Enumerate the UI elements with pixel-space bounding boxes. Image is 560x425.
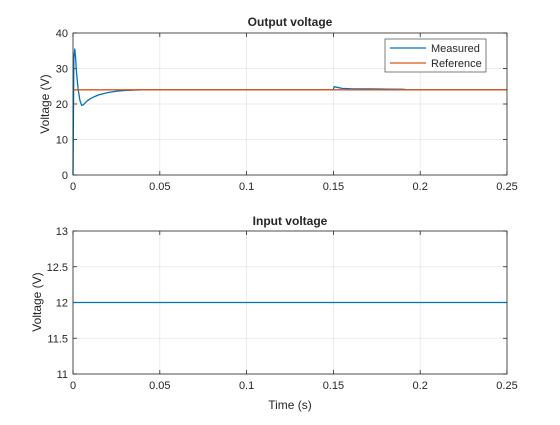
axes-box — [72, 32, 508, 176]
x-tick-label: 0.2 — [413, 181, 428, 193]
x-tick-label: 0.05 — [149, 380, 170, 392]
y-tick-label: 11.5 — [47, 333, 68, 345]
y-tick-label: 40 — [56, 28, 68, 40]
tick-labels: 0 0.05 0.1 0.15 0.2 0.25 0 10 20 30 40 — [56, 28, 518, 193]
x-tick-label: 0.15 — [323, 181, 344, 193]
x-tick-label: 0.15 — [323, 380, 344, 392]
x-axis-label: Time (s) — [268, 398, 312, 412]
x-tick-label: 0.25 — [496, 380, 517, 392]
legend: Measured Reference — [384, 38, 487, 73]
y-axis-label: Voltage (V) — [38, 74, 52, 133]
y-axis-label: Voltage (V) — [30, 272, 44, 331]
y-tick-label: 13 — [56, 226, 68, 238]
x-tick-label: 0.2 — [413, 380, 428, 392]
axes-box — [72, 230, 508, 375]
x-tick-label: 0 — [70, 380, 76, 392]
legend-label-measured: Measured — [431, 43, 480, 55]
chart-title: Input voltage — [253, 214, 328, 228]
output-voltage-axes: 0 0.05 0.1 0.15 0.2 0.25 0 10 20 30 40 Output volt… — [38, 15, 518, 193]
input-voltage-axes: 0 0.05 0.1 0.15 0.2 0.25 11 11.5 12 12.5 13 Input … — [30, 214, 518, 412]
y-tick-label: 10 — [56, 135, 68, 147]
y-tick-label: 30 — [56, 64, 68, 76]
series-lines — [72, 48, 507, 176]
y-tick-label: 0 — [62, 170, 68, 182]
x-tick-label: 0 — [70, 181, 76, 193]
y-tick-label: 12.5 — [47, 262, 68, 274]
legend-box — [384, 38, 487, 73]
x-tick-label: 0.1 — [239, 181, 254, 193]
y-tick-label: 20 — [56, 99, 68, 111]
y-tick-label: 11 — [57, 369, 68, 381]
chart-title: Output voltage — [248, 15, 333, 29]
x-tick-label: 0.05 — [149, 181, 170, 193]
x-tick-label: 0.1 — [239, 380, 254, 392]
x-tick-label: 0.25 — [496, 181, 517, 193]
tick-labels: 0 0.05 0.1 0.15 0.2 0.25 11 11.5 12 12.5 13 — [47, 226, 518, 392]
legend-label-reference: Reference — [431, 58, 482, 70]
y-tick-label: 12 — [56, 298, 68, 310]
